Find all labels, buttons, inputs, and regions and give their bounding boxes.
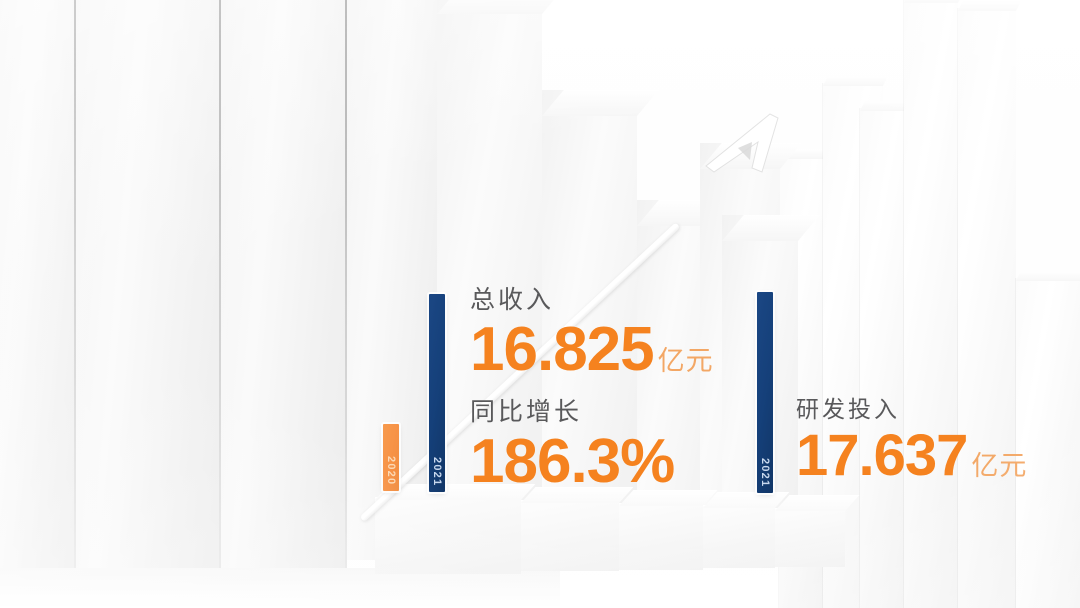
podium-block-4 — [703, 492, 790, 568]
podium-lid — [703, 492, 790, 508]
stat-caption: 同比增长 — [470, 398, 583, 426]
podium-lid — [775, 495, 860, 511]
podium-block-5 — [775, 495, 860, 567]
wall-panel-3 — [221, 0, 347, 578]
year-bar-label: 2021 — [759, 457, 771, 487]
stat-total-revenue: 总收入 16.825 亿元 — [470, 288, 714, 381]
wall-floor — [0, 568, 560, 608]
stat-value: 186.3% — [470, 427, 675, 496]
stat-value: 16.825 — [470, 315, 655, 384]
wall-panel-2 — [76, 0, 221, 586]
podium-block-2 — [521, 487, 634, 571]
podium-block-3 — [619, 490, 718, 570]
growth-arrow-up-right-icon — [705, 113, 779, 173]
stat-unit: 亿元 — [657, 346, 714, 376]
skyline-col-5 — [958, 8, 1016, 608]
podium-block-1 — [375, 484, 536, 574]
skyline-col-3 — [860, 108, 904, 608]
year-bar-label: 2020 — [385, 455, 397, 485]
stat-value: 17.637 — [796, 423, 968, 488]
wall-panel-1 — [0, 0, 76, 592]
stat-rnd-investment: 研发投入 17.637 亿元 — [796, 398, 1027, 485]
stat-value-row: 16.825 亿元 — [470, 319, 714, 381]
stat-caption: 研发投入 — [796, 396, 900, 422]
year-bar-label: 2021 — [431, 456, 443, 486]
stat-caption: 总收入 — [470, 286, 555, 314]
stat-value-row: 17.637 亿元 — [796, 427, 1027, 485]
year-bar-2021-right[interactable]: 2021 — [757, 292, 773, 493]
stat-value-row: 186.3% — [470, 431, 678, 493]
skyline-col-4 — [904, 0, 958, 608]
stat-yoy-growth: 同比增长 186.3% — [470, 400, 678, 493]
year-bar-2020-left[interactable]: 2020 — [383, 424, 399, 491]
stat-unit: 亿元 — [971, 451, 1028, 481]
year-bar-2021-left[interactable]: 2021 — [429, 294, 445, 492]
